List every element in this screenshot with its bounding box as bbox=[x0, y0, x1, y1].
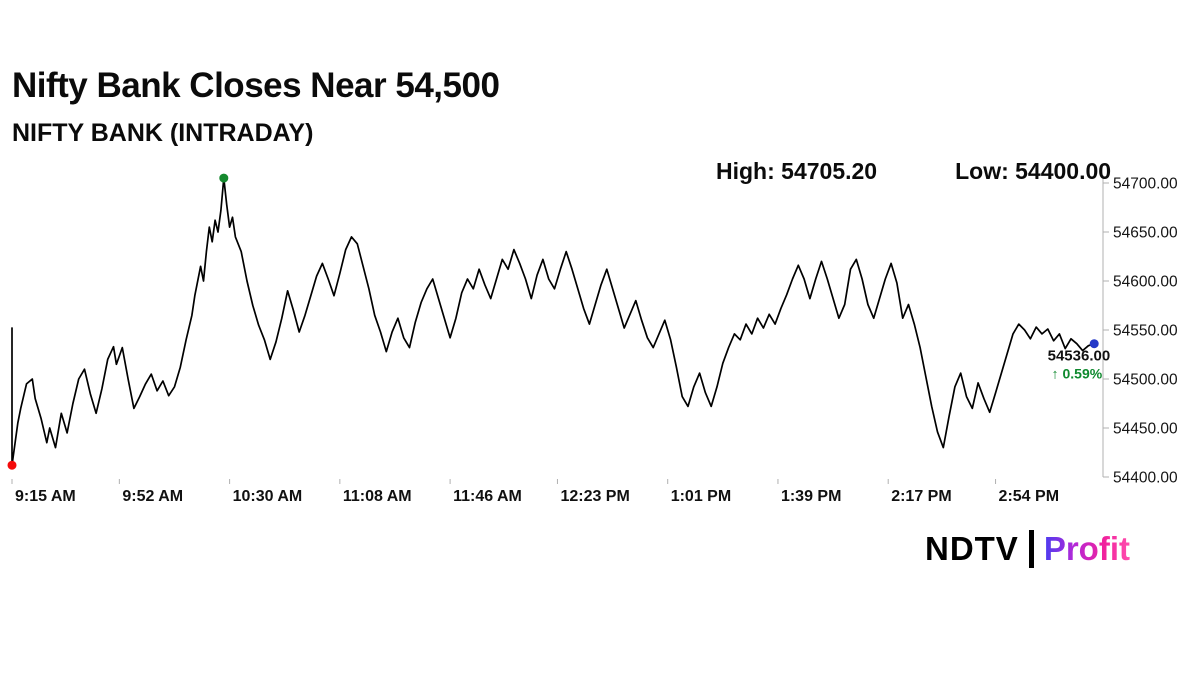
y-tick-label: 54700.00 bbox=[1113, 176, 1178, 193]
low-marker bbox=[7, 460, 17, 470]
x-tick-label: 1:39 PM bbox=[781, 488, 841, 505]
last-price-label: 54536.00 bbox=[1048, 348, 1111, 365]
last-price-marker bbox=[1089, 339, 1099, 349]
chart-subtitle: NIFTY BANK (INTRADAY) bbox=[12, 119, 314, 147]
x-tick-label: 10:30 AM bbox=[233, 488, 303, 505]
x-tick-label: 11:08 AM bbox=[343, 488, 412, 505]
x-tick-label: 9:52 AM bbox=[122, 488, 183, 505]
y-tick-label: 54500.00 bbox=[1113, 372, 1178, 389]
x-tick-label: 12:23 PM bbox=[560, 488, 629, 505]
x-tick-label: 11:46 AM bbox=[453, 488, 522, 505]
y-tick-label: 54400.00 bbox=[1113, 470, 1178, 487]
y-tick-label: 54650.00 bbox=[1113, 225, 1178, 242]
y-tick-label: 54550.00 bbox=[1113, 323, 1178, 340]
x-axis: 9:15 AM 9:52 AM 10:30 AM 11:08 AM 11:46 AM 12… bbox=[11, 479, 1059, 505]
high-low-stats: High: 54705.20 Low: 54400.00 bbox=[716, 158, 1111, 185]
high-value: High: 54705.20 bbox=[716, 158, 878, 184]
y-axis: 54400.00 54450.00 54500.00 54550.00 54600.00… bbox=[1103, 176, 1178, 487]
x-tick-label: 2:17 PM bbox=[891, 488, 951, 505]
x-tick-label: 1:01 PM bbox=[671, 488, 731, 505]
logo-divider bbox=[1028, 530, 1034, 568]
x-tick-label: 9:15 AM bbox=[15, 488, 76, 505]
high-marker bbox=[219, 173, 229, 183]
change-percent-label: ↑ 0.59% bbox=[1052, 366, 1103, 382]
x-tick-label: 2:54 PM bbox=[999, 488, 1059, 505]
y-tick-label: 54600.00 bbox=[1113, 274, 1178, 291]
price-line bbox=[11, 177, 1096, 467]
low-value: Low: 54400.00 bbox=[955, 158, 1112, 184]
y-tick-label: 54450.00 bbox=[1113, 421, 1178, 438]
profit-wordmark: Profit bbox=[1043, 530, 1130, 567]
ndtv-profit-logo: NDTV Profit bbox=[925, 530, 1130, 568]
page-title: Nifty Bank Closes Near 54,500 bbox=[12, 66, 500, 105]
ndtv-wordmark: NDTV bbox=[924, 530, 1019, 567]
